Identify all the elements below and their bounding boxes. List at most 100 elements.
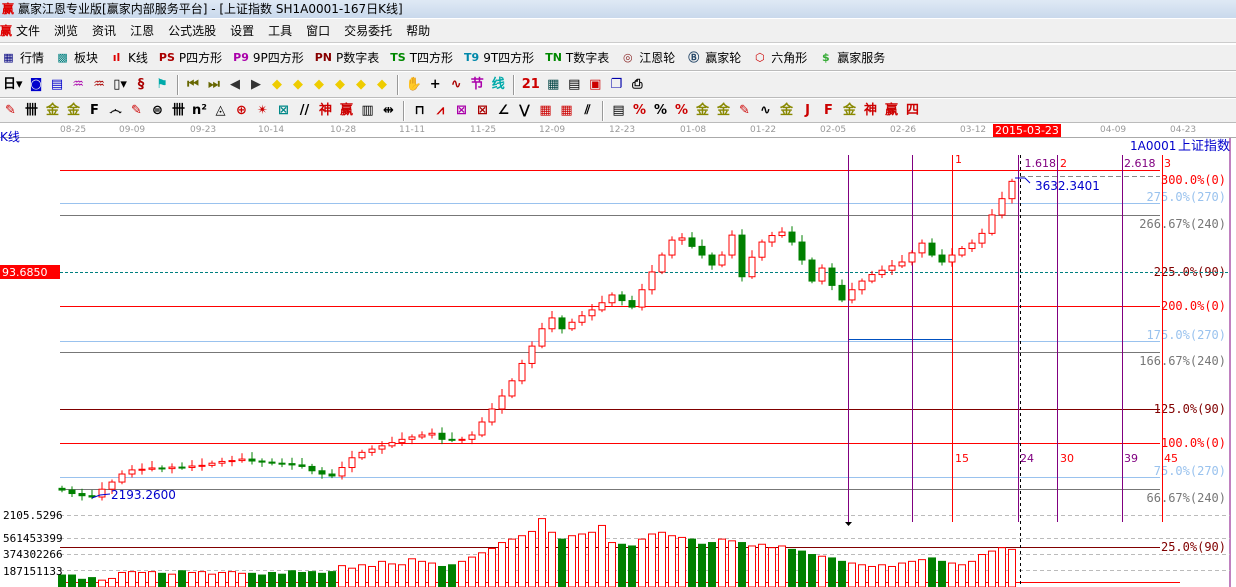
menu-item-1[interactable]: 浏览 xyxy=(54,24,79,38)
diamond-right-icon[interactable]: ◆ xyxy=(293,77,304,92)
toolbar-button-dollar[interactable]: $ 赢家服务 xyxy=(817,49,885,66)
flag-icon[interactable]: ⚑ xyxy=(156,77,168,92)
indicator3-icon[interactable]: ♒ xyxy=(72,77,84,92)
chart-style-icon[interactable]: ◙ xyxy=(29,77,43,92)
toolbar-button-ts[interactable]: TS T四方形 xyxy=(389,49,453,66)
volume-bar xyxy=(248,572,256,587)
gold2-icon[interactable]: 金 xyxy=(66,103,80,118)
percent-icon[interactable]: % xyxy=(653,103,668,118)
menu-item-6[interactable]: 工具 xyxy=(268,24,293,38)
toolbar-button-sector-blocks[interactable]: ▩ 板块 xyxy=(54,49,98,66)
percent-line-icon[interactable]: % xyxy=(632,103,647,118)
pattern-icon[interactable]: § xyxy=(137,77,145,92)
target-icon[interactable]: ⊕ xyxy=(236,103,247,118)
hand-icon[interactable]: ✋ xyxy=(405,77,422,92)
circle-grid-icon[interactable]: ⊜ xyxy=(152,103,163,118)
box-line-icon[interactable]: ⊓ xyxy=(414,103,425,118)
toolbar-button-big-wheel[interactable]: Ⓑ 赢家轮 xyxy=(685,49,741,66)
candle-up xyxy=(368,448,376,453)
spiral-icon[interactable]: ෴ xyxy=(109,103,122,118)
diamond-h-icon[interactable]: ◆ xyxy=(314,77,325,92)
angle-icon[interactable]: ∠ xyxy=(497,103,510,118)
toolbar-button-t9[interactable]: T9 9T四方形 xyxy=(463,49,534,66)
menu-item-7[interactable]: 窗口 xyxy=(306,24,331,38)
toolbar-button-quote-table[interactable]: ▦ 行情 xyxy=(0,49,44,66)
period-day-dropdown[interactable]: 日▾ xyxy=(3,77,23,92)
f-fan-icon[interactable]: F xyxy=(824,103,833,118)
last-icon[interactable]: ⏭ xyxy=(208,77,220,92)
star-icon[interactable]: ✴ xyxy=(257,103,268,118)
grid-fan-icon[interactable]: ⊠ xyxy=(456,103,467,118)
ying-icon[interactable]: 赢 xyxy=(339,103,353,118)
grid-icon[interactable]: ▦ xyxy=(539,103,552,118)
box-star-icon[interactable]: ⊠ xyxy=(278,103,289,118)
menu-item-9[interactable]: 帮助 xyxy=(406,24,431,38)
width-icon[interactable]: ⇹ xyxy=(383,103,394,118)
toolbar-button-pn[interactable]: PN P数字表 xyxy=(314,49,380,66)
bars-icon[interactable]: 卌 xyxy=(171,103,185,118)
report-icon[interactable]: ▤ xyxy=(568,77,581,92)
pen-levels-icon[interactable]: ✎ xyxy=(739,103,750,118)
gold-levels-icon[interactable]: 金 xyxy=(716,103,730,118)
menu-item-0[interactable]: 文件 xyxy=(16,24,41,38)
grid2-icon[interactable]: ▦ xyxy=(560,103,573,118)
app-menu-logo[interactable]: 赢 xyxy=(0,24,13,38)
line-icon[interactable]: 线 xyxy=(491,77,505,92)
gold-box-icon[interactable]: 金 xyxy=(779,103,793,118)
shen-icon[interactable]: 神 xyxy=(318,103,332,118)
calendar-icon[interactable]: 21 xyxy=(521,77,540,92)
grid-fan2-icon[interactable]: ⊠ xyxy=(477,103,488,118)
indicator9-icon[interactable]: ♒ xyxy=(93,77,105,92)
wave-icon[interactable]: ∿ xyxy=(450,77,462,92)
gold-circle-icon[interactable]: 金 xyxy=(695,103,709,118)
percent-levels-icon[interactable]: % xyxy=(674,103,689,118)
menu-item-5[interactable]: 设置 xyxy=(230,24,255,38)
diamond-v-icon[interactable]: ◆ xyxy=(377,77,388,92)
toolbar-label: T数字表 xyxy=(565,51,610,65)
zigzag-icon[interactable]: ⋁ xyxy=(519,103,530,118)
menu-item-3[interactable]: 江恩 xyxy=(130,24,155,38)
fan-icon[interactable]: ⩘ xyxy=(436,103,445,118)
diamond-left-icon[interactable]: ◆ xyxy=(272,77,283,92)
toolbar-button-gann-wheel[interactable]: ◎ 江恩轮 xyxy=(619,49,675,66)
triangle-icon[interactable]: ◬ xyxy=(215,103,226,118)
hatch-icon[interactable]: ⫽ xyxy=(584,103,591,118)
menu-item-2[interactable]: 资讯 xyxy=(92,24,117,38)
shen-fan-icon[interactable]: 神 xyxy=(863,103,877,118)
j-fan-icon[interactable]: J xyxy=(805,103,810,118)
gold-fan-icon[interactable]: 金 xyxy=(842,103,856,118)
pen-icon[interactable]: ✎ xyxy=(5,103,16,118)
toolbar-button-tn[interactable]: TN T数字表 xyxy=(544,49,609,66)
candle-dropdown[interactable]: ▯▾ xyxy=(113,77,127,92)
toolbar-button-ps[interactable]: PS P四方形 xyxy=(158,49,222,66)
table-icon[interactable]: ▤ xyxy=(612,103,625,118)
menu-item-4[interactable]: 公式选股 xyxy=(168,24,217,38)
toolbar-button-kline[interactable]: ıl K线 xyxy=(108,49,148,66)
prev-icon[interactable]: ◀ xyxy=(230,77,241,92)
window-icon[interactable]: ❐ xyxy=(610,77,623,92)
fan-lines-icon[interactable]: // xyxy=(299,103,310,118)
save-icon[interactable]: ▣ xyxy=(589,77,602,92)
notes-icon[interactable]: ▤ xyxy=(50,77,64,92)
n2-icon[interactable]: n² xyxy=(192,103,207,118)
node-icon[interactable]: 节 xyxy=(470,77,484,92)
ruler-icon[interactable]: ▥ xyxy=(361,103,374,118)
calculator-icon[interactable]: ▦ xyxy=(547,77,560,92)
print-icon[interactable]: ⎙ xyxy=(632,77,643,92)
gold-icon[interactable]: 金 xyxy=(45,103,59,118)
diamond-all-icon[interactable]: ◆ xyxy=(356,77,367,92)
crosshair-icon[interactable]: + xyxy=(429,77,441,92)
pen2-icon[interactable]: ✎ xyxy=(131,103,142,118)
first-icon[interactable]: ⏮ xyxy=(187,77,199,92)
four-fan-icon[interactable]: 四 xyxy=(905,103,919,118)
toolbar-button-p9[interactable]: P9 9P四方形 xyxy=(232,49,304,66)
ying-fan-icon[interactable]: 赢 xyxy=(884,103,898,118)
f-icon[interactable]: F xyxy=(90,103,99,118)
menu-item-8[interactable]: 交易委托 xyxy=(344,24,393,38)
next-icon[interactable]: ▶ xyxy=(251,77,262,92)
toolbar-button-hexagon[interactable]: ⬡ 六角形 xyxy=(751,49,807,66)
sine-icon[interactable]: ∿ xyxy=(760,103,771,118)
diamond-x-icon[interactable]: ◆ xyxy=(335,77,346,92)
lines-icon[interactable]: 卌 xyxy=(24,103,38,118)
